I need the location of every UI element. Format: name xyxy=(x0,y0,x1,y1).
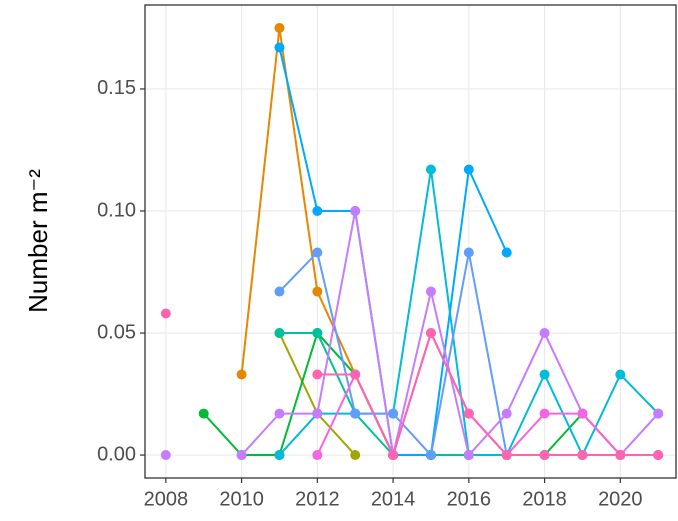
data-point xyxy=(463,247,474,258)
data-point xyxy=(388,408,399,419)
data-point xyxy=(463,408,474,419)
data-point xyxy=(615,450,626,461)
data-point xyxy=(350,369,361,380)
data-point xyxy=(160,450,171,461)
panel-border xyxy=(144,4,677,479)
x-tick-label: 2012 xyxy=(295,488,340,510)
y-tick-label: 0.05 xyxy=(97,321,136,343)
x-tick-label: 2010 xyxy=(219,488,264,510)
data-point xyxy=(312,247,323,258)
data-point xyxy=(388,450,399,461)
data-point xyxy=(577,408,588,419)
data-point xyxy=(312,408,323,419)
series-line xyxy=(317,330,659,458)
x-tick-label: 2016 xyxy=(447,488,492,510)
data-point xyxy=(274,450,285,461)
data-point xyxy=(350,408,361,419)
data-point xyxy=(274,22,285,33)
data-point xyxy=(312,286,323,297)
data-point xyxy=(425,286,436,297)
y-tick-label: 0.10 xyxy=(97,199,136,221)
data-point xyxy=(198,408,209,419)
data-point xyxy=(350,450,361,461)
data-point xyxy=(236,369,247,380)
data-point xyxy=(501,450,512,461)
data-point xyxy=(653,450,664,461)
data-point xyxy=(274,286,285,297)
data-point xyxy=(463,450,474,461)
y-axis-title: Number m⁻² xyxy=(23,169,53,313)
data-point xyxy=(615,369,626,380)
x-tick-label: 2020 xyxy=(598,488,643,510)
data-point xyxy=(539,408,550,419)
data-point xyxy=(160,308,171,319)
data-point xyxy=(312,328,323,339)
x-tick-label: 2018 xyxy=(522,488,567,510)
data-point xyxy=(539,369,550,380)
data-point xyxy=(350,205,361,216)
data-point xyxy=(501,247,512,258)
data-point xyxy=(312,369,323,380)
data-point xyxy=(539,328,550,339)
data-point xyxy=(312,205,323,216)
data-point xyxy=(425,164,436,175)
data-point xyxy=(274,328,285,339)
data-point xyxy=(463,164,474,175)
data-point xyxy=(653,408,664,419)
x-tick-label: 2014 xyxy=(371,488,416,510)
data-point xyxy=(236,450,247,461)
y-tick-label: 0.15 xyxy=(97,77,136,99)
y-tick-label: 0.00 xyxy=(97,443,136,465)
data-point xyxy=(539,450,550,461)
data-point xyxy=(425,328,436,339)
data-point xyxy=(274,42,285,53)
data-point xyxy=(425,450,436,461)
data-point xyxy=(274,408,285,419)
x-tick-label: 2008 xyxy=(144,488,189,510)
data-point xyxy=(577,450,588,461)
data-point xyxy=(312,450,323,461)
data-point xyxy=(501,408,512,419)
